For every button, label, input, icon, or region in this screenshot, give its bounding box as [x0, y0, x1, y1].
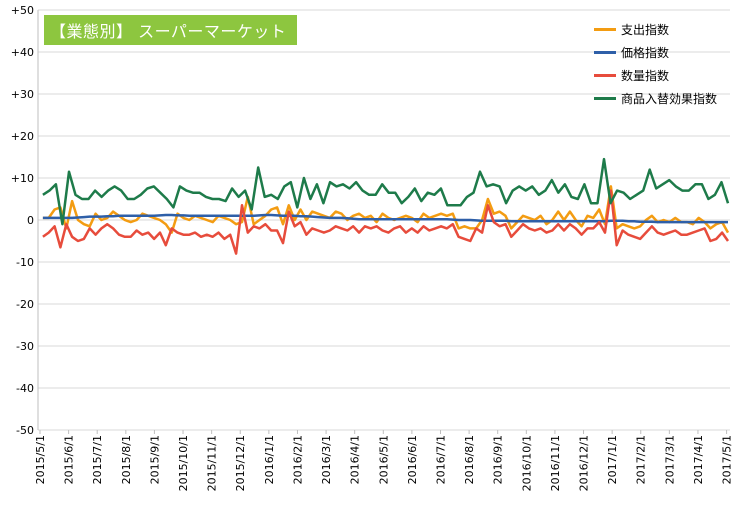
- legend-label-spending: 支出指数: [621, 23, 670, 37]
- x-tick-label: 2016/4/1: [349, 435, 362, 484]
- x-tick-label: 2015/10/1: [177, 435, 190, 491]
- y-tick-label: +20: [11, 130, 34, 143]
- x-tick-label: 2016/7/1: [434, 435, 447, 484]
- x-axis-ticks: 2015/5/1 2015/6/1 2015/7/1 2015/8/1 2015/9/1…: [34, 430, 734, 491]
- x-tick-label: 2016/12/1: [578, 435, 591, 491]
- y-tick-label: -10: [16, 256, 34, 269]
- x-tick-label: 2015/11/1: [206, 435, 219, 491]
- legend-item-replacement: 商品入替効果指数: [594, 87, 717, 110]
- legend-label-replacement: 商品入替効果指数: [621, 92, 718, 106]
- series-line-2: [42, 189, 730, 255]
- x-tick-label: 2016/11/1: [549, 435, 562, 491]
- y-tick-label: +10: [11, 172, 34, 185]
- x-tick-label: 2016/10/1: [520, 435, 533, 491]
- y-axis-ticks: +50 +40 +30 +20 +10 0 -10 -20 -30 -40 -50: [11, 4, 34, 437]
- y-tick-label: +40: [11, 46, 34, 59]
- legend-label-price: 価格指数: [621, 46, 670, 60]
- x-tick-label: 2016/9/1: [492, 435, 505, 484]
- x-tick-label: 2016/3/1: [320, 435, 333, 484]
- x-tick-label: 2015/8/1: [120, 435, 133, 484]
- x-tick-label: 2017/3/1: [663, 435, 676, 484]
- x-tick-label: 2016/5/1: [377, 435, 390, 484]
- legend-item-quantity: 数量指数: [594, 64, 717, 87]
- x-tick-label: 2016/2/1: [291, 435, 304, 484]
- x-tick-label: 2017/1/1: [606, 435, 619, 484]
- x-tick-label: 2016/8/1: [463, 435, 476, 484]
- x-tick-label: 2016/1/1: [263, 435, 276, 484]
- x-tick-label: 2017/5/1: [721, 435, 734, 484]
- legend-swatch-replacement: [594, 97, 616, 100]
- x-tick-label: 2017/2/1: [635, 435, 648, 484]
- y-tick-label: -50: [16, 424, 34, 437]
- x-tick-label: 2015/12/1: [234, 435, 247, 491]
- legend-item-spending: 支出指数: [594, 18, 717, 41]
- y-tick-label: +30: [11, 88, 34, 101]
- series-lines: [42, 157, 730, 255]
- chart-title: 【業態別】 スーパーマーケット: [44, 15, 297, 45]
- y-tick-label: 0: [27, 214, 34, 227]
- x-tick-label: 2015/7/1: [91, 435, 104, 484]
- x-tick-label: 2015/9/1: [148, 435, 161, 484]
- legend: 支出指数 価格指数 数量指数 商品入替効果指数: [594, 18, 717, 110]
- x-tick-label: 2015/6/1: [63, 435, 76, 484]
- legend-swatch-price: [594, 51, 616, 54]
- x-tick-label: 2016/6/1: [406, 435, 419, 484]
- series-line-3: [42, 157, 730, 226]
- legend-label-quantity: 数量指数: [621, 69, 670, 83]
- y-tick-label: -40: [16, 382, 34, 395]
- y-tick-label: -20: [16, 298, 34, 311]
- y-tick-label: +50: [11, 4, 34, 17]
- x-tick-label: 2017/4/1: [692, 435, 705, 484]
- legend-swatch-spending: [594, 28, 616, 31]
- x-tick-label: 2015/5/1: [34, 435, 47, 484]
- legend-swatch-quantity: [594, 74, 616, 77]
- legend-item-price: 価格指数: [594, 41, 717, 64]
- chart-title-text: 【業態別】 スーパーマーケット: [50, 22, 287, 41]
- y-tick-label: -30: [16, 340, 34, 353]
